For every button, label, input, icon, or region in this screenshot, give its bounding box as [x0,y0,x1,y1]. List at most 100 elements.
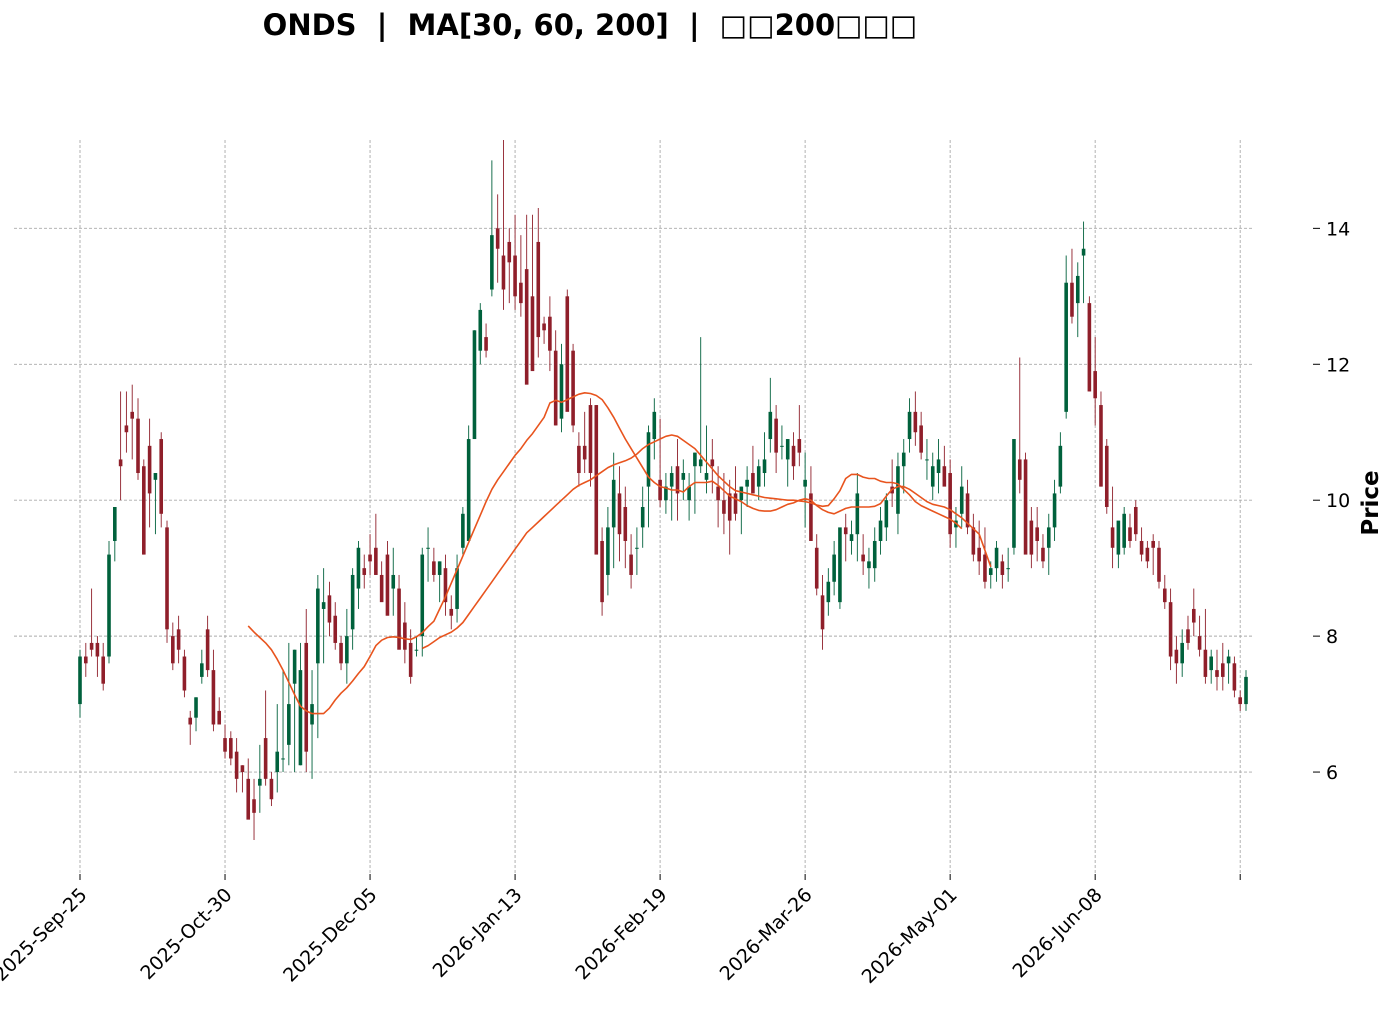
candle-body [1104,445,1109,507]
candle-body [176,629,181,650]
candle [455,554,459,623]
candle [1110,486,1115,569]
candle-body [449,608,454,616]
candle [652,398,657,460]
candle [820,574,825,650]
candle-body [942,466,947,487]
candle-body [913,411,918,433]
candle [1075,262,1080,338]
candle [461,507,465,555]
candle [263,690,268,786]
candle-body [809,493,813,541]
candle [397,574,401,650]
candle-body [1023,459,1028,555]
candle-body [629,554,633,575]
candle-body [240,765,245,773]
candle [907,398,912,453]
candle [588,398,593,487]
candle-body [403,622,407,650]
candle [838,527,842,609]
candle-body [1116,520,1121,555]
candle-body [321,602,326,609]
candle-body [977,547,981,562]
candle [791,432,796,480]
candle [1151,534,1155,575]
candle [739,486,744,535]
candle-body [867,561,871,569]
candle-body [652,411,657,440]
candle-body [113,507,117,541]
candle-body [884,500,889,528]
candle [635,527,639,575]
candle-body [878,520,883,541]
candle-body [292,649,297,684]
candle-body [965,493,970,528]
candle-body [258,778,262,786]
candle [408,629,413,684]
candle-body [1099,405,1103,487]
candle [84,642,88,677]
candle-body [374,547,378,575]
candle-body [484,337,488,351]
candle [1215,649,1219,691]
candle [611,452,616,569]
candle-body [588,405,593,474]
candle-body [443,568,448,603]
candle-body [1041,547,1045,562]
candle [582,411,587,474]
candle [1035,507,1039,562]
candle-body [693,452,697,467]
candle [258,744,262,813]
candle-body [658,479,662,501]
candle-body [287,704,291,745]
candle [640,486,645,548]
x-tick-label: 2025-Sep-25 [0,884,92,986]
candle [1052,479,1057,541]
candle-body [872,540,877,569]
candle-body [246,778,251,820]
moving-average-line-2 [421,434,963,650]
candle-body [194,697,198,718]
candle [930,452,935,501]
candle-body [432,561,436,575]
candle-body [896,466,900,514]
candle [896,452,900,535]
candle-body [1232,663,1237,691]
candle-body [600,540,604,603]
candle [983,527,987,589]
candle [188,710,193,745]
y-tick-label: 8 [1326,626,1338,648]
candle-body [130,411,135,419]
candle [229,731,233,766]
candle [867,547,871,589]
candle [449,595,454,630]
candle-body [89,642,94,650]
candle-body [611,479,616,528]
candle-body [1081,248,1086,256]
candle-body [188,717,193,725]
candle [368,534,372,575]
candle-body [78,656,82,705]
candle [292,649,297,773]
candle [95,636,100,677]
candle [1046,513,1051,575]
candle-body [159,439,164,514]
candle-body [559,364,564,419]
candle [1220,642,1225,691]
candle-body [362,568,367,575]
candle-body [1058,445,1063,487]
candle [443,554,448,616]
candle [490,160,494,297]
candle-body [1197,636,1202,650]
candle [606,507,610,596]
candle-body [623,507,628,541]
candle [681,459,686,501]
candle-body [385,554,390,616]
candle-body [1064,282,1068,412]
candle [733,466,738,521]
candle [1104,439,1109,514]
candle-body [519,282,523,304]
candle-body [455,568,459,609]
candle [414,636,419,657]
candle [333,602,338,650]
